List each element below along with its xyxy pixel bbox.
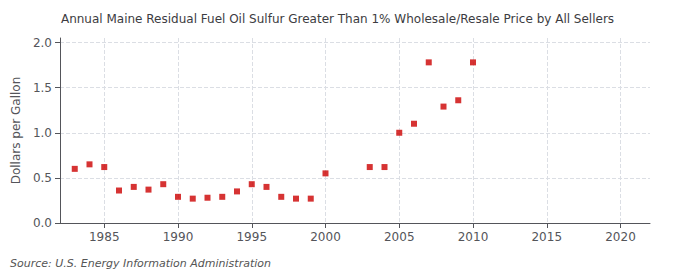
svg-text:2005: 2005 xyxy=(384,230,415,244)
svg-text:Source: U.S. Energy Informatio: Source: U.S. Energy Information Administ… xyxy=(10,257,271,270)
svg-text:0.5: 0.5 xyxy=(33,171,52,185)
svg-text:Annual Maine Residual Fuel Oil: Annual Maine Residual Fuel Oil Sulfur Gr… xyxy=(61,12,614,26)
svg-text:2015: 2015 xyxy=(531,230,562,244)
svg-text:2000: 2000 xyxy=(310,230,341,244)
svg-text:1.5: 1.5 xyxy=(33,81,52,95)
svg-text:0.0: 0.0 xyxy=(33,216,52,230)
svg-text:2.0: 2.0 xyxy=(33,36,52,50)
svg-text:Dollars per Gallon: Dollars per Gallon xyxy=(9,77,23,185)
svg-text:2020: 2020 xyxy=(605,230,636,244)
svg-text:1985: 1985 xyxy=(89,230,120,244)
svg-text:2010: 2010 xyxy=(458,230,489,244)
svg-text:1995: 1995 xyxy=(236,230,267,244)
svg-text:1.0: 1.0 xyxy=(33,126,52,140)
svg-text:1990: 1990 xyxy=(163,230,194,244)
